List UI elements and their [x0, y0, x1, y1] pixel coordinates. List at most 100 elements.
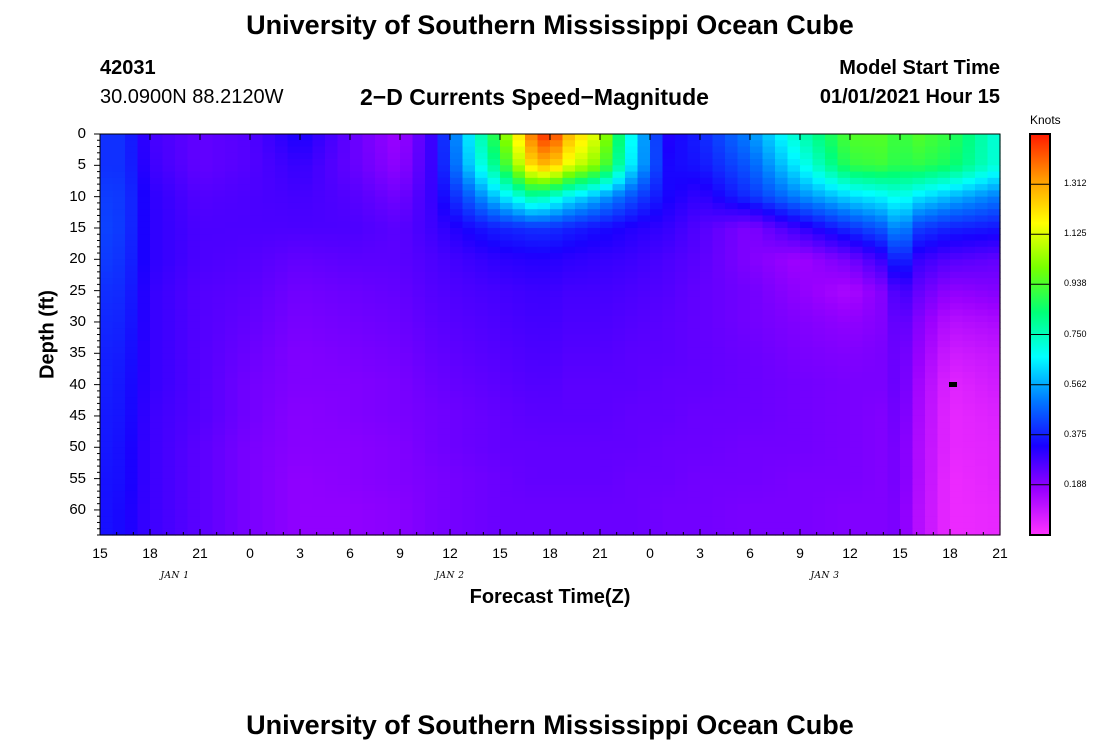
heatmap-cell — [800, 140, 814, 148]
heatmap-cell — [487, 221, 501, 229]
heatmap-cell — [250, 321, 264, 329]
heatmap-cell — [450, 434, 464, 442]
heatmap-cell — [512, 522, 526, 530]
heatmap-cell — [512, 428, 526, 436]
heatmap-cell — [737, 484, 751, 492]
heatmap-cell — [175, 397, 189, 405]
heatmap-cell — [125, 190, 139, 198]
heatmap-cell — [125, 372, 139, 379]
heatmap-cell — [562, 209, 576, 217]
heatmap-cell — [175, 472, 189, 480]
heatmap-cell — [625, 259, 639, 267]
heatmap-cell — [162, 466, 176, 473]
heatmap-cell — [537, 528, 551, 536]
heatmap-cell — [712, 397, 726, 405]
heatmap-cell — [187, 522, 201, 530]
heatmap-cell — [137, 472, 151, 480]
y-tick-label: 55 — [69, 469, 86, 487]
heatmap-cell — [187, 290, 201, 298]
heatmap-cell — [350, 315, 364, 323]
heatmap-cell — [625, 472, 639, 480]
heatmap-cell — [337, 328, 351, 336]
heatmap-cell — [125, 321, 139, 329]
page-title-top: University of Southern Mississippi Ocean… — [246, 10, 854, 40]
heatmap-cell — [675, 152, 689, 160]
heatmap-cell — [375, 259, 389, 267]
heatmap-cell — [975, 509, 989, 517]
heatmap-cell — [762, 509, 776, 517]
heatmap-cell — [512, 497, 526, 505]
heatmap-cell — [237, 265, 251, 273]
heatmap-cell — [725, 472, 739, 480]
heatmap-cell — [800, 415, 814, 423]
heatmap-cell — [962, 190, 976, 198]
heatmap-cell — [125, 459, 139, 467]
heatmap-cell — [562, 365, 576, 373]
heatmap-cell — [800, 165, 814, 173]
heatmap-cell — [650, 177, 664, 185]
heatmap-cell — [175, 271, 189, 279]
heatmap-cell — [925, 372, 939, 379]
heatmap-cell — [975, 296, 989, 304]
heatmap-cell — [525, 209, 539, 217]
heatmap-cell — [400, 190, 414, 198]
heatmap-cell — [962, 409, 976, 417]
heatmap-cell — [900, 184, 914, 191]
heatmap-cell — [812, 202, 826, 210]
heatmap-cell — [787, 259, 801, 267]
heatmap-cell — [537, 428, 551, 436]
heatmap-cell — [962, 234, 976, 242]
heatmap-cell — [637, 422, 651, 430]
heatmap-cell — [600, 209, 614, 217]
heatmap-cell — [550, 503, 564, 511]
heatmap-cell — [862, 190, 876, 198]
heatmap-cell — [450, 271, 464, 279]
heatmap-cell — [800, 265, 814, 273]
heatmap-cell — [900, 528, 914, 536]
heatmap-cell — [575, 466, 589, 473]
heatmap-cell — [975, 353, 989, 361]
heatmap-cell — [675, 428, 689, 436]
heatmap-cell — [162, 215, 176, 223]
heatmap-cell — [200, 516, 214, 524]
y-tick-label: 0 — [77, 125, 86, 142]
heatmap-cell — [800, 253, 814, 260]
heatmap-cell — [237, 428, 251, 436]
heatmap-cell — [987, 397, 1001, 405]
heatmap-cell — [937, 415, 951, 423]
heatmap-cell — [700, 409, 714, 417]
heatmap-cell — [350, 190, 364, 198]
heatmap-cell — [537, 484, 551, 492]
heatmap-cell — [775, 428, 789, 436]
heatmap-cell — [850, 240, 864, 248]
heatmap-cell — [425, 265, 439, 273]
heatmap-cell — [325, 165, 339, 173]
heatmap-cell — [975, 516, 989, 524]
heatmap-cell — [900, 397, 914, 405]
heatmap-cell — [675, 221, 689, 229]
heatmap-cell — [912, 403, 926, 411]
heatmap-cell — [312, 415, 326, 423]
heatmap-cell — [187, 259, 201, 267]
heatmap-cell — [812, 227, 826, 235]
heatmap-cell — [687, 315, 701, 323]
heatmap-cell — [150, 372, 164, 379]
heatmap-cell — [387, 303, 401, 311]
heatmap-cell — [500, 415, 514, 423]
heatmap-cell — [625, 202, 639, 210]
heatmap-cell — [350, 284, 364, 292]
heatmap-cell — [100, 397, 114, 405]
heatmap-cell — [512, 321, 526, 329]
heatmap-cell — [150, 466, 164, 473]
heatmap-cell — [962, 215, 976, 223]
heatmap-cell — [237, 478, 251, 486]
heatmap-cell — [412, 447, 426, 455]
heatmap-cell — [812, 309, 826, 317]
heatmap-cell — [962, 202, 976, 210]
heatmap-cell — [562, 372, 576, 379]
heatmap-cell — [950, 328, 964, 336]
heatmap-cell — [862, 271, 876, 279]
heatmap-cell — [625, 309, 639, 317]
heatmap-cell — [800, 259, 814, 267]
heatmap-cell — [575, 353, 589, 361]
